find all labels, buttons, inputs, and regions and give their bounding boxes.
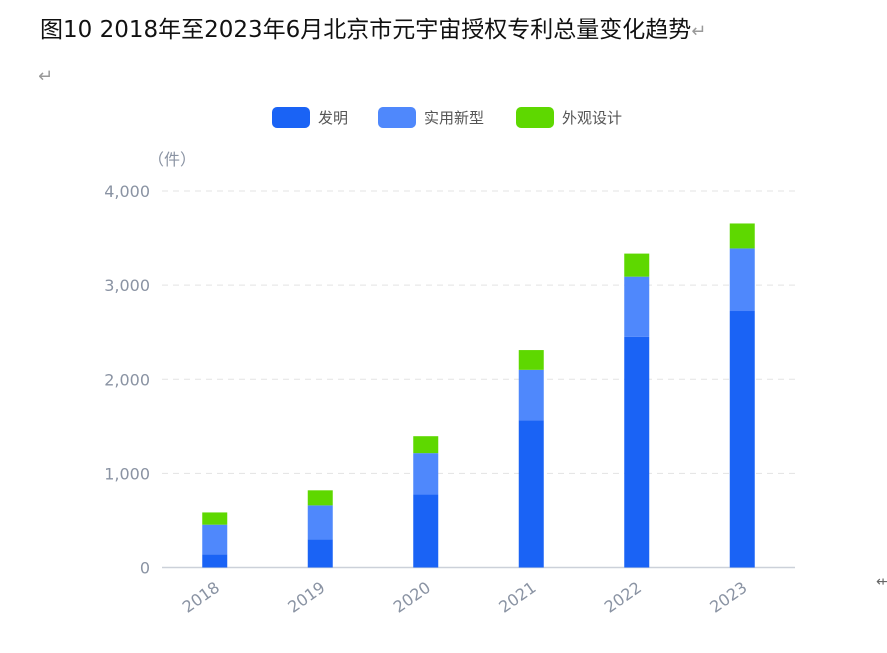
bar-segment-外观设计 bbox=[729, 223, 755, 249]
figure-caption: 图10 2018年至2023年6月北京市元宇宙授权专利总量变化趋势↵ bbox=[40, 10, 706, 44]
bar-segment-实用新型 bbox=[307, 505, 333, 540]
x-tick-label: 2019 bbox=[284, 578, 328, 617]
bar-segment-外观设计 bbox=[202, 512, 228, 525]
legend-swatch bbox=[272, 107, 310, 128]
bar-segment-实用新型 bbox=[202, 524, 228, 555]
legend-label: 实用新型 bbox=[424, 109, 484, 127]
x-tick-label: 2021 bbox=[495, 578, 539, 617]
bar-segment-实用新型 bbox=[729, 248, 755, 312]
y-tick-label: 1,000 bbox=[104, 464, 150, 483]
y-tick-label: 3,000 bbox=[104, 276, 150, 295]
bar-segment-发明 bbox=[413, 494, 439, 568]
bar-segment-实用新型 bbox=[413, 453, 439, 495]
bar-segment-外观设计 bbox=[413, 436, 439, 454]
y-tick-label: 0 bbox=[140, 559, 150, 578]
bar-segment-实用新型 bbox=[624, 276, 650, 337]
paragraph-mark: ↵ bbox=[691, 21, 707, 42]
bar-segment-发明 bbox=[307, 539, 333, 568]
bar-segment-实用新型 bbox=[518, 369, 544, 421]
legend-label: 外观设计 bbox=[562, 109, 622, 127]
legend-swatch bbox=[378, 107, 416, 128]
text-cursor: ⇷ bbox=[876, 574, 887, 590]
x-tick-label: 2020 bbox=[390, 578, 434, 617]
y-tick-label: 4,000 bbox=[104, 182, 150, 201]
bar-segment-发明 bbox=[624, 336, 650, 568]
bar-segment-外观设计 bbox=[307, 490, 333, 506]
caption-text: 图10 2018年至2023年6月北京市元宇宙授权专利总量变化趋势 bbox=[40, 17, 692, 43]
y-axis-unit: （件） bbox=[148, 150, 196, 169]
x-tick-label: 2023 bbox=[706, 578, 750, 617]
empty-paragraph-mark: ↵ bbox=[38, 66, 54, 87]
bar-segment-外观设计 bbox=[518, 350, 544, 370]
bar-segment-外观设计 bbox=[624, 253, 650, 277]
y-tick-label: 2,000 bbox=[104, 370, 150, 389]
bar-segment-发明 bbox=[729, 311, 755, 568]
legend-swatch bbox=[516, 107, 554, 128]
bar-segment-发明 bbox=[202, 554, 228, 568]
legend-label: 发明 bbox=[318, 109, 348, 127]
bar-segment-发明 bbox=[518, 420, 544, 568]
x-tick-label: 2018 bbox=[179, 578, 223, 617]
x-tick-label: 2022 bbox=[601, 578, 645, 617]
